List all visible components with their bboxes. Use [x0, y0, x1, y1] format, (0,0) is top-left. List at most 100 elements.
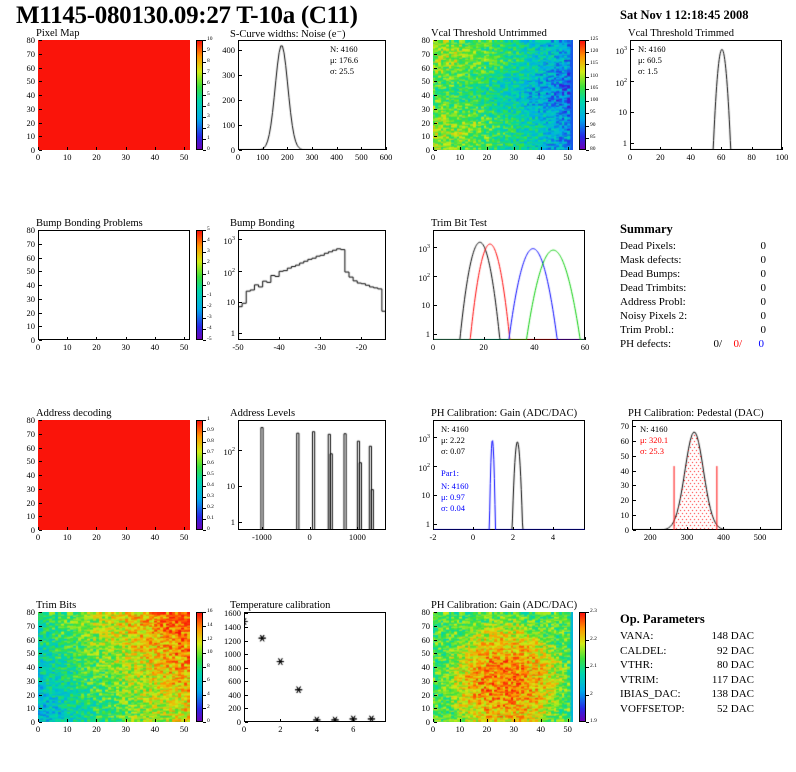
y-tick	[39, 612, 42, 613]
x-tick	[534, 337, 536, 340]
x-tick-label: 0	[35, 152, 41, 162]
color-scale-tick	[203, 694, 206, 696]
color-scale-tick	[203, 442, 206, 443]
summary-title: Summary	[620, 222, 673, 236]
y-tick-label: 10	[26, 511, 36, 522]
plot-canvas	[632, 420, 782, 530]
color-scale-label: 0	[207, 146, 210, 152]
color-scale	[579, 40, 586, 150]
x-tick	[154, 147, 156, 150]
plot-trim-bits: Trim Bits 0 10 20 30 40 50 0 10 20 30 40 50 60 70 80 0 2 4…	[14, 600, 213, 760]
x-tick-label: 80	[747, 152, 756, 162]
y-tick	[39, 667, 42, 668]
x-tick	[567, 147, 569, 150]
color-scale-tick	[203, 420, 206, 421]
y-tick	[434, 81, 437, 83]
x-tick	[357, 527, 359, 530]
y-tick	[245, 708, 248, 710]
y-tick	[245, 681, 248, 683]
y-tick-label: 60	[26, 442, 36, 453]
x-tick	[238, 147, 239, 150]
y-tick	[239, 125, 242, 126]
y-tick	[39, 625, 42, 627]
y-tick	[245, 640, 248, 642]
x-tick	[261, 527, 263, 530]
color-scale-tick	[203, 117, 206, 118]
x-tick	[312, 147, 313, 150]
ph-defects-label: PH defects:	[620, 338, 672, 350]
color-scale-tick	[586, 52, 589, 54]
y-tick-label: 30	[26, 675, 36, 686]
plot-address-decoding: Address decoding 0 10 20 30 40 50 0 10 20 30 40 50 60…	[14, 408, 214, 568]
color-scale-label: 10	[207, 36, 213, 42]
x-tick-label: 0	[430, 724, 436, 734]
summary-row-value: 0	[760, 240, 767, 252]
color-scale-label: 125	[590, 36, 599, 42]
color-scale-label: 4	[207, 102, 210, 108]
x-tick	[96, 337, 98, 340]
y-tick-label: 1200	[224, 635, 241, 646]
plot-canvas	[433, 230, 585, 340]
x-tick-label: 40	[150, 152, 160, 162]
x-tick-label: 10	[62, 724, 72, 734]
y-tick-label: 30	[26, 293, 36, 304]
color-scale-label: -1	[207, 292, 212, 298]
y-tick-label: 40	[26, 470, 36, 480]
plot-canvas	[38, 230, 190, 340]
x-tick-label: 20	[482, 724, 492, 734]
plot-temperature-calibration: Temperature calibration 0 2 4 6 0 200 400 600 800…	[208, 600, 394, 760]
x-tick	[553, 527, 554, 530]
color-scale-tick	[203, 667, 206, 668]
x-tick	[38, 337, 39, 340]
y-tick-label: 10	[26, 131, 36, 142]
y-tick	[434, 667, 437, 668]
color-scale-label: 5	[207, 226, 210, 232]
color-scale-tick	[203, 40, 206, 41]
y-tick-label: 800	[228, 662, 241, 673]
y-tick-label: 40	[620, 465, 630, 476]
y-tick-label: 40	[26, 90, 36, 100]
x-tick-label: 30	[121, 342, 130, 352]
x-tick-label: 0	[307, 532, 312, 542]
color-scale-label: 12	[207, 635, 213, 642]
y-tick	[39, 447, 42, 449]
x-tick	[459, 147, 461, 150]
stat-sigma: σ: 25.5	[330, 66, 354, 76]
y-tick-label: 60	[26, 62, 36, 73]
y-tick	[239, 450, 242, 452]
y-tick-label: 200	[222, 95, 235, 105]
color-scale-label: 14	[207, 621, 213, 628]
y-tick-label: 30	[620, 480, 630, 491]
x-tick-label: 40	[150, 342, 160, 352]
plot-canvas	[38, 420, 190, 530]
summary-row-label: Address Probl:	[620, 296, 686, 308]
plot-trim-bit-test: Trim Bit Test 0 20 40 60 1 10 102 103	[409, 218, 595, 378]
y-tick-label: 40	[421, 90, 431, 100]
y-tick-label: 20	[620, 495, 630, 506]
y-tick-label: 10	[226, 481, 236, 492]
x-tick	[690, 147, 692, 150]
plot-title: Trim Bit Test	[431, 218, 487, 229]
x-tick	[361, 337, 363, 340]
plot-pixel-map: Pixel Map 0 10 20 30 40 50 0 10 20 30 40 50 60 70 80 0 1 2…	[14, 28, 213, 188]
color-scale-label: 0.9	[207, 427, 214, 433]
y-tick	[434, 694, 437, 696]
plot-title: Bump Bonding	[230, 218, 295, 229]
color-scale-tick	[586, 722, 589, 723]
x-tick-label: 20	[92, 724, 101, 734]
color-scale-tick	[203, 95, 206, 96]
y-tick-label: 20	[26, 689, 36, 700]
y-tick	[245, 626, 248, 628]
y-tick-label: 1400	[224, 621, 241, 632]
y-tick	[39, 340, 42, 341]
y-tick-label: 102	[418, 272, 431, 283]
y-tick-label: 60	[620, 435, 630, 446]
color-scale-tick	[203, 722, 206, 723]
x-tick-label: 30	[509, 152, 519, 162]
x-tick	[184, 527, 186, 530]
y-tick	[39, 136, 42, 138]
y-tick	[434, 494, 437, 496]
summary-row-value: 0	[760, 310, 767, 322]
x-tick	[433, 527, 434, 530]
